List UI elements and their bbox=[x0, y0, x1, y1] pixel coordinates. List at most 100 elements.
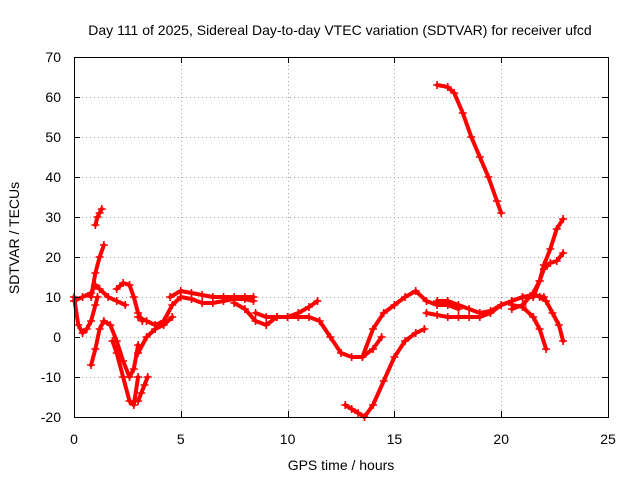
data-point bbox=[433, 311, 442, 319]
data-point bbox=[546, 259, 555, 267]
data-point bbox=[552, 257, 561, 265]
data-point bbox=[559, 337, 568, 345]
series-arc-plateau-upper bbox=[166, 287, 258, 301]
series-arc-deep-trough bbox=[341, 325, 429, 421]
data-point bbox=[559, 249, 568, 257]
x-tick-label: 10 bbox=[280, 431, 296, 447]
data-point bbox=[443, 313, 452, 321]
series-arc-late-flat bbox=[433, 291, 548, 317]
data-point bbox=[379, 309, 388, 317]
series-line bbox=[89, 243, 106, 299]
data-point bbox=[129, 365, 138, 373]
data-point bbox=[134, 373, 143, 381]
data-point bbox=[304, 313, 313, 321]
data-point bbox=[546, 245, 555, 253]
grid bbox=[74, 57, 608, 417]
data-point bbox=[137, 389, 146, 397]
data-point bbox=[112, 297, 121, 305]
data-point bbox=[240, 293, 249, 301]
data-series bbox=[70, 81, 568, 421]
data-point bbox=[87, 361, 96, 369]
y-tick-label: 30 bbox=[45, 209, 61, 225]
data-point bbox=[542, 345, 551, 353]
data-point bbox=[121, 301, 130, 309]
data-point bbox=[262, 321, 271, 329]
data-point bbox=[486, 307, 495, 315]
data-point bbox=[326, 333, 335, 341]
y-tick-label: -20 bbox=[41, 409, 61, 425]
data-point bbox=[554, 321, 563, 329]
data-point bbox=[337, 349, 345, 357]
data-point bbox=[99, 317, 108, 325]
data-point bbox=[251, 317, 260, 325]
data-point bbox=[535, 325, 544, 333]
axis-ticks: 0 5 10 15 20 25 -20 -10 0 10 20 30 40 50 60 70 bbox=[41, 49, 616, 447]
data-point bbox=[283, 313, 292, 321]
data-point bbox=[313, 297, 322, 305]
data-point bbox=[125, 281, 134, 289]
data-point bbox=[129, 293, 138, 301]
y-tick-label: 10 bbox=[45, 289, 61, 305]
data-point bbox=[230, 299, 239, 307]
y-tick-label: 70 bbox=[45, 49, 61, 65]
data-point bbox=[151, 321, 160, 329]
data-point bbox=[458, 109, 467, 117]
data-point bbox=[422, 297, 431, 305]
data-point bbox=[104, 293, 113, 301]
data-point bbox=[143, 373, 152, 381]
data-point bbox=[369, 345, 378, 353]
data-point bbox=[315, 317, 324, 325]
x-tick-label: 15 bbox=[387, 431, 403, 447]
data-point bbox=[87, 317, 96, 325]
data-point bbox=[95, 253, 104, 261]
series-arc-end-drop bbox=[507, 301, 551, 353]
data-point bbox=[369, 401, 378, 409]
data-point bbox=[74, 321, 83, 329]
data-point bbox=[142, 317, 151, 325]
data-point bbox=[91, 301, 100, 309]
data-point bbox=[99, 241, 108, 249]
data-point bbox=[354, 409, 363, 417]
data-point bbox=[518, 293, 527, 301]
data-point bbox=[106, 321, 115, 329]
data-point bbox=[134, 349, 143, 357]
chart-title: Day 111 of 2025, Sidereal Day-to-day VTE… bbox=[88, 22, 591, 38]
x-tick-label: 25 bbox=[600, 431, 616, 447]
data-point bbox=[166, 293, 175, 301]
data-point bbox=[411, 329, 420, 337]
series-line bbox=[343, 327, 427, 419]
data-point bbox=[125, 397, 134, 405]
data-point bbox=[443, 297, 452, 305]
data-point bbox=[142, 333, 151, 341]
series-line bbox=[136, 375, 150, 403]
data-point bbox=[87, 293, 96, 301]
data-point bbox=[341, 401, 350, 409]
data-point bbox=[262, 313, 271, 321]
data-point bbox=[552, 225, 561, 233]
data-point bbox=[198, 299, 207, 307]
data-point bbox=[465, 305, 474, 313]
data-point bbox=[159, 317, 168, 325]
y-tick-label: 40 bbox=[45, 169, 61, 185]
data-point bbox=[411, 287, 420, 295]
series-line bbox=[360, 289, 461, 359]
data-point bbox=[240, 305, 249, 313]
plot-frame bbox=[74, 57, 609, 418]
data-point bbox=[369, 325, 378, 333]
data-point bbox=[294, 313, 303, 321]
y-tick-label: 20 bbox=[45, 249, 61, 265]
data-point bbox=[529, 313, 538, 321]
data-point bbox=[347, 353, 356, 361]
x-tick-label: 0 bbox=[70, 431, 78, 447]
data-point bbox=[97, 205, 106, 213]
data-point bbox=[82, 325, 91, 333]
series-arc-high-spike bbox=[91, 205, 106, 229]
y-tick-label: 60 bbox=[45, 89, 61, 105]
data-point bbox=[535, 293, 544, 301]
y-tick-label: -10 bbox=[41, 369, 61, 385]
data-point bbox=[208, 293, 217, 301]
series-arc-high-decline bbox=[433, 81, 506, 217]
data-point bbox=[443, 83, 452, 91]
series-arc-trough-mid bbox=[230, 297, 322, 329]
